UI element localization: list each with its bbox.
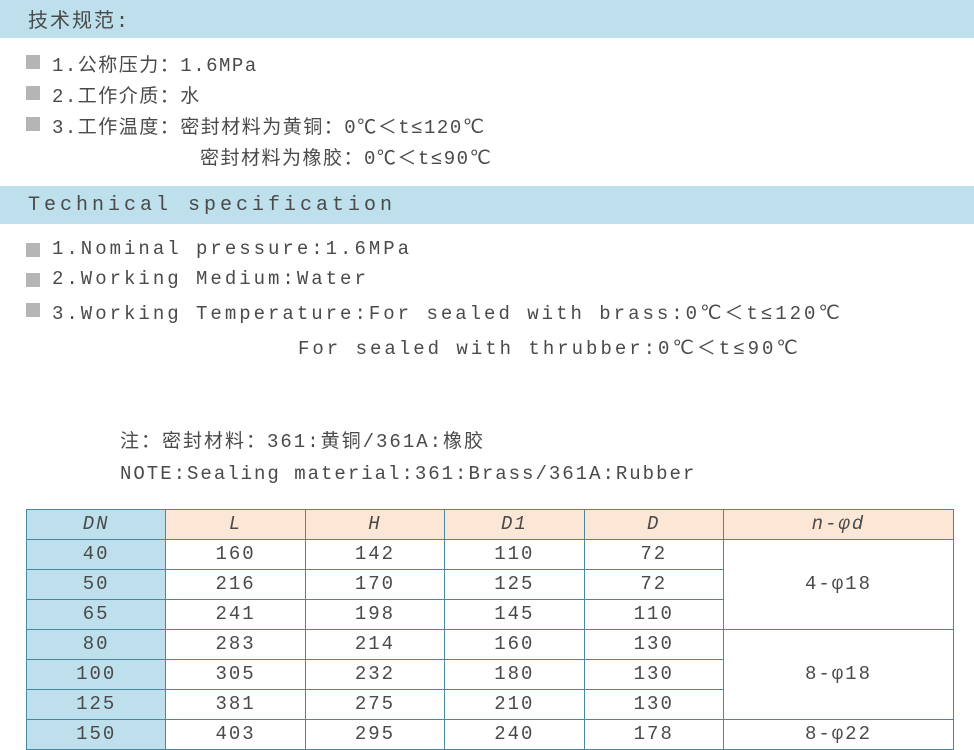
- cell-dn: 100: [27, 659, 166, 689]
- bullet-icon: [26, 117, 40, 131]
- cell-h: 295: [305, 719, 444, 749]
- spec-cn-1: 1.公称压力：1.6MPa: [0, 48, 974, 79]
- header-en-text: Technical specification: [28, 194, 396, 217]
- cell-d1: 240: [445, 719, 584, 749]
- cell-dn: 125: [27, 689, 166, 719]
- table-row: 1504032952401788-φ22: [27, 719, 954, 749]
- cell-h: 232: [305, 659, 444, 689]
- cell-d: 130: [584, 629, 723, 659]
- cell-l: 241: [166, 599, 305, 629]
- spec-cn-2: 2.工作介质：水: [0, 79, 974, 110]
- cell-nphi: 8-φ18: [723, 629, 953, 719]
- cell-nphi: 4-φ18: [723, 539, 953, 629]
- table-header-row: DN L H D1 D n-φd: [27, 509, 954, 539]
- header-cn: 技术规范:: [0, 0, 974, 38]
- note-line-cn: 注：密封材料：361:黄铜/361A:橡胶: [120, 426, 974, 458]
- header-cn-text: 技术规范:: [28, 4, 130, 34]
- spec-en-2: 2.Working Medium:Water: [0, 264, 974, 294]
- th-l: L: [166, 509, 305, 539]
- spec-cn-3: 3.工作温度：密封材料为黄铜：0℃＜t≤120℃: [0, 110, 974, 141]
- cell-dn: 65: [27, 599, 166, 629]
- cell-l: 283: [166, 629, 305, 659]
- cell-h: 198: [305, 599, 444, 629]
- cell-d1: 210: [445, 689, 584, 719]
- bullet-icon: [26, 55, 40, 69]
- spec-en-1: 1.Nominal pressure:1.6MPa: [0, 234, 974, 264]
- spec-en-2-text: 2.Working Medium:Water: [52, 268, 369, 290]
- spec-cn-3-text: 3.工作温度：密封材料为黄铜：0℃＜t≤120℃: [52, 112, 486, 139]
- cell-d1: 145: [445, 599, 584, 629]
- cell-d1: 110: [445, 539, 584, 569]
- th-h: H: [305, 509, 444, 539]
- cell-d: 130: [584, 689, 723, 719]
- spec-list-en: 1.Nominal pressure:1.6MPa 2.Working Medi…: [0, 230, 974, 376]
- cell-dn: 40: [27, 539, 166, 569]
- cell-l: 160: [166, 539, 305, 569]
- cell-d: 72: [584, 569, 723, 599]
- cell-h: 214: [305, 629, 444, 659]
- cell-l: 305: [166, 659, 305, 689]
- dimension-table: DN L H D1 D n-φd 40160142110724-φ1850216…: [26, 509, 954, 750]
- cell-nphi: 8-φ22: [723, 719, 953, 749]
- spec-en-3-text: 3.Working Temperature:For sealed with br…: [52, 298, 843, 325]
- cell-dn: 50: [27, 569, 166, 599]
- cell-dn: 80: [27, 629, 166, 659]
- cell-h: 275: [305, 689, 444, 719]
- cell-d: 130: [584, 659, 723, 689]
- cell-d: 72: [584, 539, 723, 569]
- cell-d: 178: [584, 719, 723, 749]
- cell-d1: 160: [445, 629, 584, 659]
- th-d: D: [584, 509, 723, 539]
- spec-en-1-text: 1.Nominal pressure:1.6MPa: [52, 238, 412, 260]
- note-line-en: NOTE:Sealing material:361:Brass/361A:Rub…: [120, 458, 974, 490]
- th-dn: DN: [27, 509, 166, 539]
- cell-dn: 150: [27, 719, 166, 749]
- cell-d1: 125: [445, 569, 584, 599]
- cell-l: 403: [166, 719, 305, 749]
- cell-h: 170: [305, 569, 444, 599]
- bullet-icon: [26, 303, 40, 317]
- cell-d: 110: [584, 599, 723, 629]
- cell-l: 381: [166, 689, 305, 719]
- cell-l: 216: [166, 569, 305, 599]
- header-en: Technical specification: [0, 186, 974, 224]
- note-block: 注：密封材料：361:黄铜/361A:橡胶 NOTE:Sealing mater…: [0, 376, 974, 509]
- spec-cn-1-text: 1.公称压力：1.6MPa: [52, 50, 258, 77]
- table-row: 802832141601308-φ18: [27, 629, 954, 659]
- table-row: 40160142110724-φ18: [27, 539, 954, 569]
- cell-d1: 180: [445, 659, 584, 689]
- bullet-icon: [26, 86, 40, 100]
- th-d1: D1: [445, 509, 584, 539]
- spec-cn-3-sub: 密封材料为橡胶：0℃＜t≤90℃: [0, 143, 974, 170]
- bullet-icon: [26, 243, 40, 257]
- spec-en-3: 3.Working Temperature:For sealed with br…: [0, 294, 974, 329]
- spec-cn-2-text: 2.工作介质：水: [52, 81, 201, 108]
- spec-list-cn: 1.公称压力：1.6MPa 2.工作介质：水 3.工作温度：密封材料为黄铜：0℃…: [0, 44, 974, 186]
- cell-h: 142: [305, 539, 444, 569]
- th-nphi: n-φd: [723, 509, 953, 539]
- spec-en-3-sub: For sealed with thrubber:0℃＜t≤90℃: [0, 333, 974, 360]
- bullet-icon: [26, 273, 40, 287]
